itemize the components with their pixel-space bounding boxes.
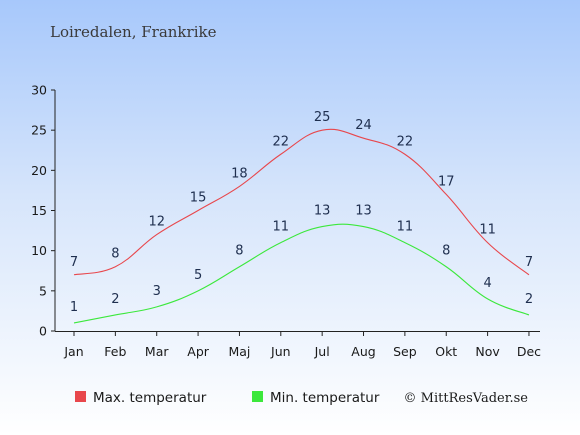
- x-tick-label: Jan: [63, 344, 83, 359]
- min-temperature-data-label: 5: [194, 268, 202, 283]
- min-temperature-data-label: 4: [483, 276, 491, 291]
- y-tick-label: 15: [31, 203, 47, 218]
- y-tick-label: 25: [31, 123, 47, 138]
- max-temperature-data-label: 18: [231, 166, 248, 181]
- legend-swatch-max: [75, 391, 86, 402]
- legend-label-min: Min. temperatur: [270, 390, 380, 406]
- x-tick-label: Apr: [187, 344, 209, 359]
- chart-title: Loiredalen, Frankrike: [50, 23, 217, 41]
- max-temperature-data-label: 17: [438, 174, 455, 189]
- min-temperature-data-label: 8: [235, 244, 243, 259]
- x-tick-label: Feb: [104, 344, 126, 359]
- max-temperature-data-label: 11: [479, 223, 496, 238]
- max-temperature-line: [73, 128, 530, 276]
- max-temperature-data-label: 7: [525, 255, 533, 270]
- max-temperature-data-label: 7: [70, 255, 78, 270]
- credit-text: © MittResVader.se: [404, 391, 529, 406]
- max-temperature-data-label: 22: [397, 134, 414, 149]
- x-tick-label: Sep: [393, 344, 417, 359]
- y-tick-label: 10: [31, 243, 47, 258]
- max-temperature-data-label: 8: [111, 247, 119, 262]
- x-tick-label: Okt: [435, 344, 457, 359]
- min-temperature-data-label: 13: [314, 204, 331, 219]
- x-tick-label: Jul: [314, 344, 330, 359]
- legend: Max. temperatur Min. temperatur: [75, 390, 380, 406]
- max-temperature-data-label: 22: [273, 134, 290, 149]
- y-tick-label: 20: [31, 163, 47, 178]
- min-temperature-data-label: 11: [273, 220, 290, 235]
- series-layer: [73, 128, 530, 324]
- min-temperature-data-label: 3: [153, 284, 161, 299]
- max-temperature-data-label: 12: [148, 215, 165, 230]
- max-temperature-data-label: 15: [190, 191, 207, 206]
- max-temperature-data-label: 24: [355, 118, 372, 133]
- min-temperature-data-label: 2: [525, 292, 533, 307]
- min-temperature-data-label: 8: [442, 244, 450, 259]
- x-tick-label: Jun: [270, 344, 291, 359]
- min-temperature-line: [73, 223, 530, 324]
- y-tick-label: 0: [39, 324, 47, 339]
- y-tick-label: 30: [31, 83, 47, 98]
- min-temperature-data-label: 11: [397, 220, 414, 235]
- max-temperature-data-label: 25: [314, 110, 331, 125]
- x-tick-label: Nov: [475, 344, 500, 359]
- min-temperature-data-label: 2: [111, 292, 119, 307]
- x-tick-label: Mar: [145, 344, 169, 359]
- y-tick-label: 5: [39, 283, 47, 298]
- legend-label-max: Max. temperatur: [93, 390, 207, 406]
- min-temperature-data-label: 13: [355, 204, 372, 219]
- x-tick-label: Aug: [351, 344, 375, 359]
- legend-swatch-min: [252, 391, 263, 402]
- x-tick-label: Dec: [517, 344, 541, 359]
- min-temperature-data-label: 1: [70, 300, 78, 315]
- x-tick-label: Maj: [228, 344, 250, 359]
